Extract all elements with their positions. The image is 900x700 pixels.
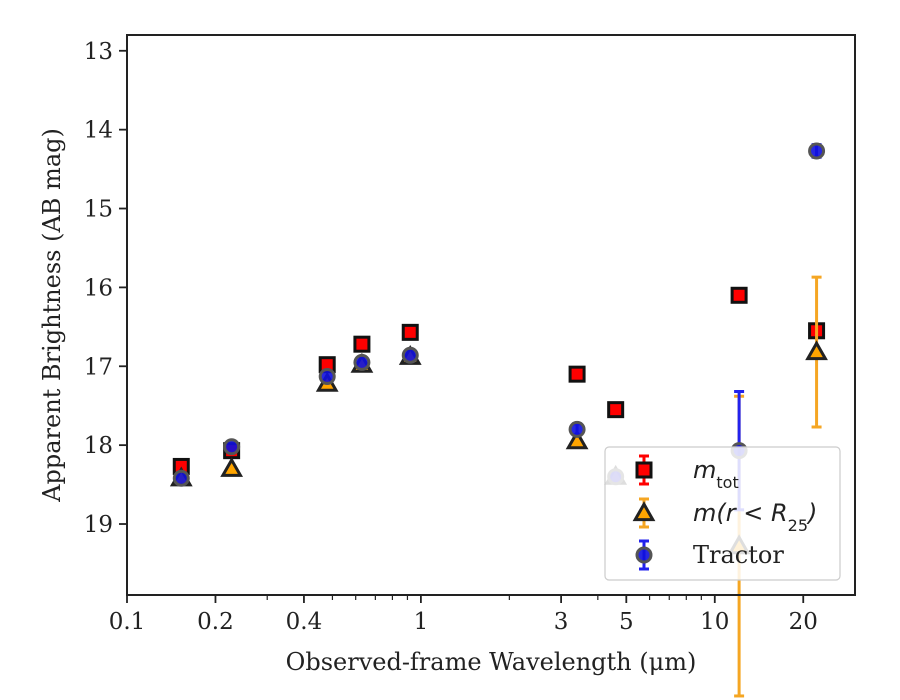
y-tick-label: 15 — [84, 197, 113, 223]
x-tick-label: 20 — [789, 609, 818, 635]
x-tick-label: 0.1 — [109, 609, 146, 635]
legend-label-main: m — [693, 456, 716, 484]
data-point — [401, 323, 419, 341]
data-point — [568, 365, 586, 383]
data-point — [353, 353, 371, 371]
legend-marker — [635, 461, 653, 479]
data-point — [730, 286, 748, 304]
legend-label-main: m(r < R — [693, 499, 788, 527]
y-tick-label: 16 — [84, 275, 113, 301]
legend-label: mtot — [693, 456, 739, 492]
x-tick-label: 0.4 — [286, 609, 323, 635]
legend-label-sub: 25 — [788, 516, 808, 535]
legend-label-tail: ) — [806, 499, 817, 527]
legend-box — [604, 446, 841, 581]
data-point — [607, 401, 625, 419]
data-point — [353, 335, 371, 353]
y-axis-label: Apparent Brightness (AB mag) — [38, 128, 66, 503]
y-axis: 13 14 15 16 17 18 19 — [84, 39, 127, 538]
data-point — [565, 429, 589, 450]
legend-marker — [635, 546, 653, 564]
y-tick-label: 18 — [84, 433, 113, 459]
legend-label: m(r < R25) — [693, 499, 817, 535]
x-tick-label: 10 — [700, 609, 729, 635]
data-point — [401, 346, 419, 364]
x-tick-label: 0.2 — [197, 609, 234, 635]
data-point — [805, 340, 828, 361]
data-point — [808, 142, 826, 160]
data-point — [220, 456, 244, 477]
x-axis: 0.1 0.2 0.4 1 3 5 10 20 — [109, 595, 818, 635]
x-axis-label: Observed-frame Wavelength (μm) — [286, 648, 697, 676]
y-tick-label: 17 — [84, 354, 113, 380]
legend-label-sub: tot — [716, 473, 738, 492]
data-point — [568, 420, 586, 438]
y-tick-label: 14 — [84, 118, 113, 144]
x-tick-label: 5 — [619, 609, 634, 635]
x-tick-label: 1 — [414, 609, 429, 635]
legend: mtot m(r < R25) Tractor — [604, 446, 841, 581]
y-tick-label: 13 — [84, 39, 113, 65]
axes-frame — [126, 34, 856, 596]
x-tick-label: 3 — [554, 609, 569, 635]
legend-marker — [632, 501, 656, 522]
data-point — [318, 368, 336, 386]
data-point — [172, 469, 190, 487]
y-tick-label: 19 — [84, 512, 113, 538]
series-m-tot — [172, 286, 826, 475]
data-point — [223, 438, 241, 456]
legend-label-main: Tractor — [693, 541, 784, 569]
legend-label: Tractor — [693, 541, 784, 569]
